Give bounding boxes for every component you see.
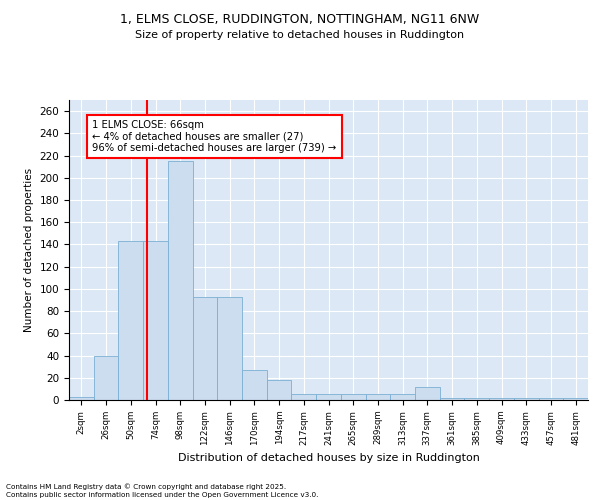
Y-axis label: Number of detached properties: Number of detached properties <box>24 168 34 332</box>
Text: Contains HM Land Registry data © Crown copyright and database right 2025.
Contai: Contains HM Land Registry data © Crown c… <box>6 484 319 498</box>
Bar <box>390 394 415 400</box>
Bar <box>292 394 316 400</box>
Bar <box>316 394 341 400</box>
Bar <box>94 356 118 400</box>
Bar <box>69 396 94 400</box>
Bar <box>415 386 440 400</box>
Bar <box>118 241 143 400</box>
Bar <box>143 241 168 400</box>
Text: 1 ELMS CLOSE: 66sqm
← 4% of detached houses are smaller (27)
96% of semi-detache: 1 ELMS CLOSE: 66sqm ← 4% of detached hou… <box>92 120 337 153</box>
Bar <box>539 398 563 400</box>
Bar <box>440 398 464 400</box>
X-axis label: Distribution of detached houses by size in Ruddington: Distribution of detached houses by size … <box>178 453 479 463</box>
Bar <box>193 296 217 400</box>
Bar <box>168 161 193 400</box>
Bar <box>514 398 539 400</box>
Text: 1, ELMS CLOSE, RUDDINGTON, NOTTINGHAM, NG11 6NW: 1, ELMS CLOSE, RUDDINGTON, NOTTINGHAM, N… <box>121 12 479 26</box>
Text: Size of property relative to detached houses in Ruddington: Size of property relative to detached ho… <box>136 30 464 40</box>
Bar <box>464 398 489 400</box>
Bar <box>267 380 292 400</box>
Bar <box>489 398 514 400</box>
Bar <box>217 296 242 400</box>
Bar <box>563 398 588 400</box>
Bar <box>365 394 390 400</box>
Bar <box>341 394 365 400</box>
Bar <box>242 370 267 400</box>
